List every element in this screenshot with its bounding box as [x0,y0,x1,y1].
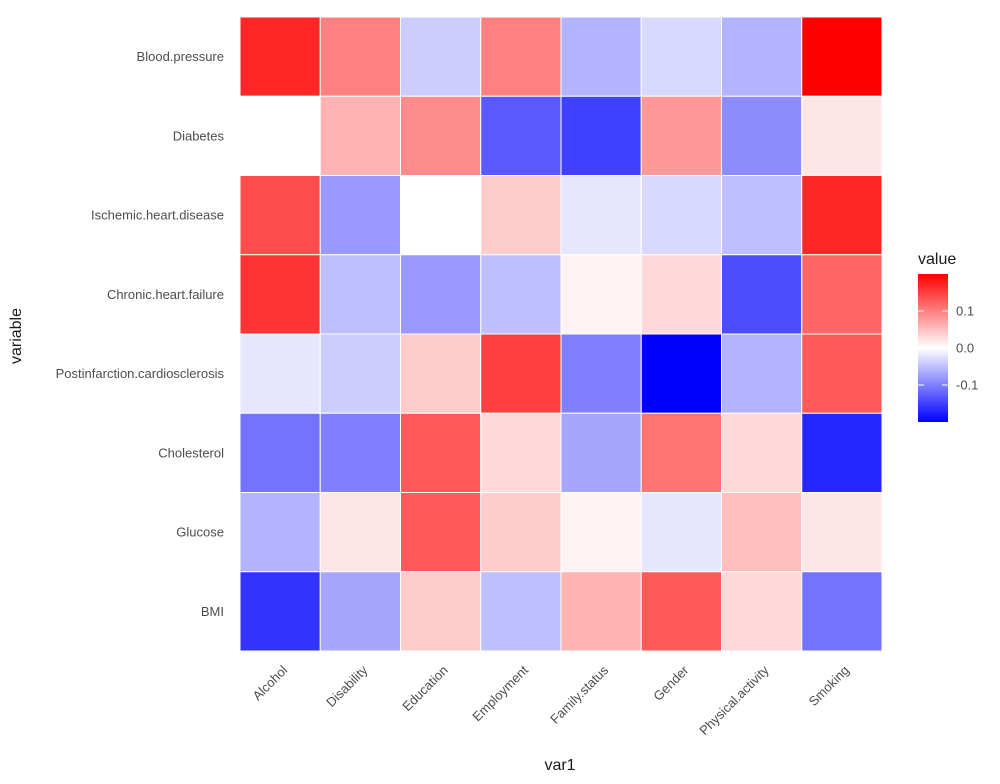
heatmap-cell [801,492,883,573]
heatmap-cell [801,175,883,256]
heatmap-cell [239,16,321,97]
heatmap-cell [560,333,642,414]
y-axis-ticks: Blood.pressure Diabetes Ischemic.heart.dis… [56,49,225,619]
heatmap-cell [560,492,642,573]
heatmap-cell [239,492,321,573]
y-tick-label: Glucose [176,525,224,540]
heatmap-cell [319,333,401,414]
legend-tick-label: -0.1 [956,378,978,393]
heatmap-cell [480,16,562,97]
heatmap-cell [640,571,722,652]
x-tick-label: Education [399,663,450,714]
heatmap-cell [721,571,803,652]
heatmap-cell [801,254,883,335]
heatmap-cell [480,333,562,414]
heatmap-cell [319,16,401,97]
heatmap-cell [721,175,803,256]
heatmap-cell [801,16,883,97]
x-tick-label: Disability [323,662,371,710]
heatmap-cell [239,571,321,652]
heatmap-cell [319,175,401,256]
x-tick-label: Employment [469,662,531,724]
heatmap-cell [560,95,642,176]
legend-title: value [918,251,956,268]
y-tick-label: Postinfarction.cardiosclerosis [56,366,225,381]
heatmap-cell [319,492,401,573]
heatmap-cell [400,333,482,414]
heatmap-cell [560,571,642,652]
heatmap-cell [400,412,482,493]
heatmap-cell [640,492,722,573]
x-tick-label: Physical.activity [696,662,772,738]
x-axis-ticks: Alcohol Disability Education Employment Fami… [249,662,852,738]
heatmap-cell [640,95,722,176]
heatmap-cell [721,95,803,176]
y-tick-label: Ischemic.heart.disease [91,208,224,223]
heatmap-cell [480,492,562,573]
heatmap-cell [400,175,482,256]
heatmap-cell [721,254,803,335]
heatmap-cell [480,254,562,335]
heatmap-cell [319,412,401,493]
heatmap-cell [239,95,321,176]
heatmap-cell [560,254,642,335]
y-tick-label: Chronic.heart.failure [107,287,224,302]
heatmap-cell [319,254,401,335]
heatmap-cell [801,333,883,414]
y-tick-label: Cholesterol [158,445,224,460]
y-tick-label: BMI [201,604,224,619]
heatmap-cell [239,412,321,493]
heatmap-cell [480,412,562,493]
x-tick-label: Family.status [547,662,611,726]
heatmap-cell [640,412,722,493]
heatmap-cell [400,16,482,97]
heatmap-cell [721,16,803,97]
heatmap-cell [560,16,642,97]
x-tick-label: Alcohol [249,662,290,703]
heatmap-cell [640,333,722,414]
heatmap-cell [801,412,883,493]
heatmap-cell [640,254,722,335]
heatmap-cell [239,175,321,256]
y-tick-label: Blood.pressure [137,49,224,64]
heatmap-cell [480,95,562,176]
legend-tick-label: 0.0 [956,341,974,356]
heatmap-cell [480,571,562,652]
heatmap-cell [640,16,722,97]
heatmap-cell [721,412,803,493]
heatmap-cell [239,333,321,414]
heatmap-cell [560,412,642,493]
heatmap-cell [721,333,803,414]
heatmap-cell [560,175,642,256]
heatmap-cell [319,95,401,176]
legend-tick-label: 0.1 [956,304,974,319]
heatmap-cell [239,254,321,335]
heatmap-cell [400,95,482,176]
heatmap-cell [640,175,722,256]
x-axis-title: var1 [544,757,575,774]
heatmap-cell [400,492,482,573]
color-legend: value 0.1 0.0 -0.1 [918,251,978,422]
heatmap-cell [721,492,803,573]
heatmap-cell [400,571,482,652]
heatmap-tiles [239,16,883,652]
heatmap-cell [480,175,562,256]
x-tick-label: Smoking [806,663,852,709]
y-axis-title: variable [8,308,25,364]
heatmap-cell [801,95,883,176]
heatmap-cell [319,571,401,652]
heatmap-cell [801,571,883,652]
x-tick-label: Gender [650,662,692,704]
y-tick-label: Diabetes [173,128,225,143]
legend-ticks: 0.1 0.0 -0.1 [918,304,978,393]
heatmap-cell [400,254,482,335]
